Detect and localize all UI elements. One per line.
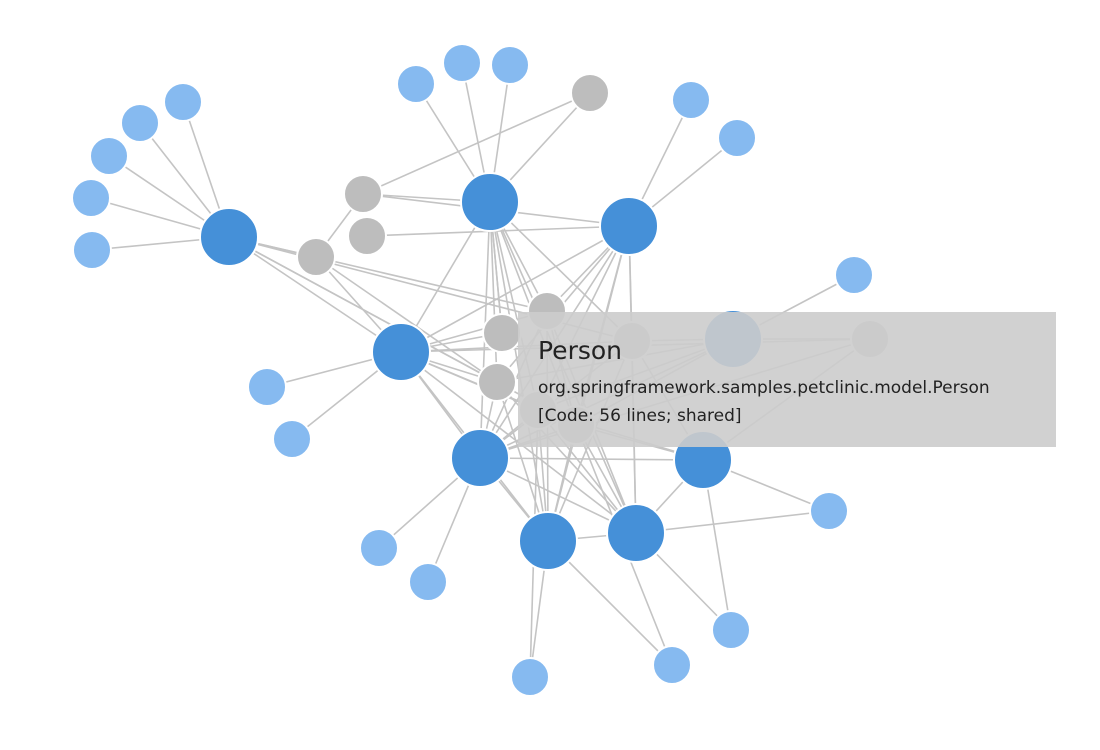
graph-node-leaf[interactable] [359,528,399,568]
tooltip-title: Person [538,336,623,365]
graph-edge [315,256,498,383]
graph-node-leaf[interactable] [408,562,448,602]
graph-node-primary[interactable] [518,511,578,571]
graph-node-leaf[interactable] [120,103,160,143]
graph-node-primary[interactable] [460,172,520,232]
graph-node-primary[interactable] [599,196,659,256]
graph-node-leaf[interactable] [834,255,874,295]
graph-node-shared[interactable] [343,174,383,214]
tooltip-details: [Code: 56 lines; shared] [538,406,742,426]
graph-node-leaf[interactable] [717,118,757,158]
graph-node-leaf[interactable] [652,645,692,685]
graph-node-leaf[interactable] [671,80,711,120]
graph-node-leaf[interactable] [272,419,312,459]
graph-node-leaf[interactable] [72,230,112,270]
graph-node-primary[interactable] [606,503,666,563]
graph-node-primary[interactable] [199,207,259,267]
graph-node-leaf[interactable] [396,64,436,104]
tooltip-qualified-name: org.springframework.samples.petclinic.mo… [538,378,990,398]
graph-edge [479,457,704,461]
graph-node-primary[interactable] [371,322,431,382]
graph-node-shared[interactable] [570,73,610,113]
graph-node-leaf[interactable] [809,491,849,531]
graph-node-leaf[interactable] [89,136,129,176]
graph-edge [228,236,402,353]
graph-edge [400,225,630,353]
graph-node-primary[interactable] [450,428,510,488]
graph-edge [635,510,830,534]
graph-node-shared[interactable] [482,313,522,353]
graph-node-leaf[interactable] [163,82,203,122]
graph-node-leaf[interactable] [510,657,550,697]
graph-node-shared[interactable] [296,237,336,277]
graph-node-shared[interactable] [347,216,387,256]
node-tooltip: Person org.springframework.samples.petcl… [518,312,1056,447]
graph-node-leaf[interactable] [490,45,530,85]
graph-edge [366,225,630,237]
graph-node-leaf[interactable] [711,610,751,650]
graph-node-shared[interactable] [477,362,517,402]
graph-node-leaf[interactable] [442,43,482,83]
graph-node-leaf[interactable] [71,178,111,218]
graph-node-leaf[interactable] [247,367,287,407]
graph-edge [362,92,591,195]
